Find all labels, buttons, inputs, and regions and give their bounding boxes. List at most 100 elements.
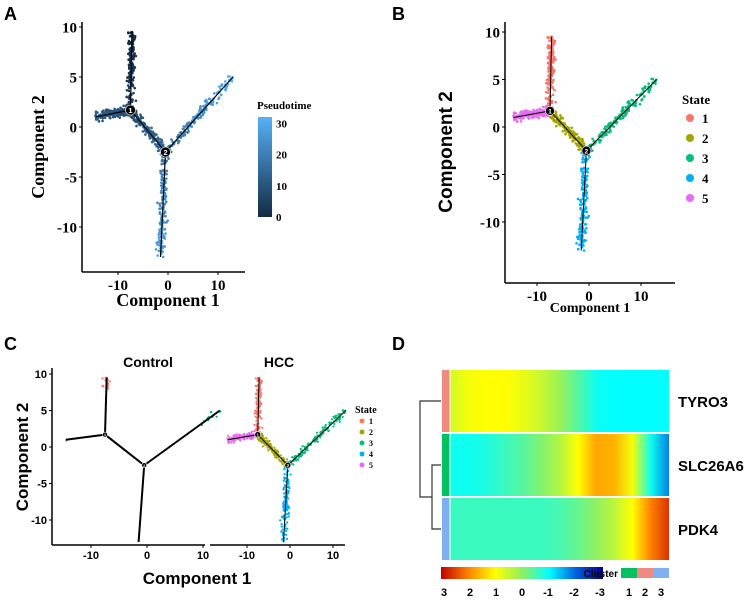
cell-point-state-4 <box>160 186 164 190</box>
cell-point-state-4 <box>584 194 588 198</box>
cell-point-state-4 <box>280 515 284 518</box>
colorbar-tick-label: -3 <box>595 587 605 599</box>
trajectory-line <box>137 465 146 542</box>
cell-point-state-2 <box>577 143 581 147</box>
cell-point-state-3 <box>609 129 612 133</box>
cell-point-state-4 <box>281 531 284 534</box>
cell-point-state-3 <box>603 127 606 131</box>
cell-point-state-5 <box>541 105 545 109</box>
cell-point-state-1 <box>254 377 257 380</box>
cell-point-state-3 <box>647 90 651 94</box>
trajectory-line <box>586 79 657 152</box>
branch-node-label: 1 <box>256 432 259 437</box>
cell-point-state-4 <box>284 527 287 530</box>
colorbar-tick-label: 3 <box>441 587 447 599</box>
trajectory-line <box>129 31 133 111</box>
branch-node <box>160 146 171 158</box>
legend-swatch-state-5 <box>686 194 694 202</box>
cell-point-state-5 <box>539 108 543 112</box>
cell-point-state-1 <box>258 425 261 429</box>
cell-point-state-5 <box>519 119 523 123</box>
cell-point-state-4 <box>163 191 167 195</box>
pseudotime-colorbar <box>258 117 272 217</box>
cell-point-state-1 <box>131 98 134 101</box>
cell-point-state-4 <box>582 249 586 252</box>
legend-swatch-state-2 <box>359 429 365 435</box>
cell-point-state-4 <box>583 157 586 161</box>
cell-point-state-4 <box>586 167 590 171</box>
cell-point-state-1 <box>550 80 554 84</box>
legend-swatch-state-1 <box>359 418 365 424</box>
cell-point-state-5 <box>111 115 115 119</box>
cell-point-state-3 <box>638 102 642 106</box>
cell-point-state-3 <box>631 99 635 102</box>
cell-point-state-1 <box>550 101 554 105</box>
cell-point-state-5 <box>106 111 109 115</box>
cell-point-state-2 <box>274 456 277 459</box>
cluster-legend-label: 1 <box>626 587 632 599</box>
cell-point-state-3 <box>316 434 319 437</box>
cell-point-state-3 <box>341 415 344 418</box>
cell-point-state-4 <box>156 254 159 257</box>
trajectory-line <box>143 409 221 467</box>
cell-point-state-1 <box>547 76 551 80</box>
cell-point-state-4 <box>584 222 588 226</box>
cell-point-state-1 <box>125 89 129 92</box>
cell-point-state-4 <box>282 479 285 482</box>
cell-point-state-5 <box>118 116 122 119</box>
cell-point-state-4 <box>158 202 161 206</box>
cell-point-state-4 <box>157 233 160 236</box>
cell-point-state-2 <box>577 148 580 151</box>
cell-point-state-3 <box>182 125 186 128</box>
cell-point-state-3 <box>334 415 337 418</box>
cell-point-state-3 <box>319 430 322 434</box>
cell-point-state-4 <box>587 214 590 218</box>
trajectory-line <box>549 110 587 152</box>
legend-label: 2 <box>702 131 709 146</box>
cell-point-state-3 <box>315 439 318 442</box>
cell-point-state-3 <box>619 117 623 120</box>
cell-point-state-2 <box>563 122 566 125</box>
x-tick-label: 10 <box>634 289 649 305</box>
cell-point-state-4 <box>582 166 586 170</box>
cell-point-state-4 <box>581 171 585 174</box>
cell-point-state-4 <box>577 227 581 231</box>
cell-point-state-3 <box>615 121 618 125</box>
y-tick-label: -10 <box>57 220 77 236</box>
x-tick-label: 0 <box>164 278 172 294</box>
legend-swatch-state-3 <box>686 154 694 162</box>
cell-point-state-4 <box>585 226 588 230</box>
cell-point-state-1 <box>552 78 555 82</box>
cell-point-state-4 <box>164 232 167 235</box>
cell-point-state-1 <box>256 379 259 382</box>
cell-point-state-3 <box>215 101 219 105</box>
cell-point-state-3 <box>226 75 230 78</box>
cell-point-state-2 <box>260 441 263 444</box>
cell-point-state-3 <box>598 141 601 144</box>
cell-point-state-4 <box>585 210 588 214</box>
cell-point-state-2 <box>145 130 148 133</box>
cell-point-state-5 <box>253 430 256 433</box>
cell-point-state-3 <box>599 139 603 142</box>
cell-point-state-1 <box>131 49 135 52</box>
cell-point-state-4 <box>283 477 286 481</box>
cell-point-state-4 <box>160 191 164 194</box>
cell-point-state-2 <box>571 139 575 143</box>
legend-label: 3 <box>369 439 373 448</box>
cell-point-state-2 <box>570 130 574 134</box>
y-tick-label: 5 <box>70 70 78 86</box>
cell-point-state-2 <box>150 131 154 134</box>
cell-point-state-1 <box>547 74 550 78</box>
y-axis-title: Component 2 <box>13 403 32 512</box>
cell-point-state-4 <box>575 241 578 245</box>
cell-point-state-3 <box>634 104 637 108</box>
cell-point-state-1 <box>131 83 135 86</box>
cell-point-state-3 <box>628 102 632 105</box>
cell-point-state-2 <box>135 118 138 122</box>
cell-point-state-4 <box>285 537 289 540</box>
cell-point-state-4 <box>160 162 164 166</box>
y-tick-label: 10 <box>485 25 500 41</box>
cell-point-state-4 <box>583 199 587 203</box>
legend-swatch-state-1 <box>686 114 694 122</box>
branch-node-label: 2 <box>585 148 589 155</box>
